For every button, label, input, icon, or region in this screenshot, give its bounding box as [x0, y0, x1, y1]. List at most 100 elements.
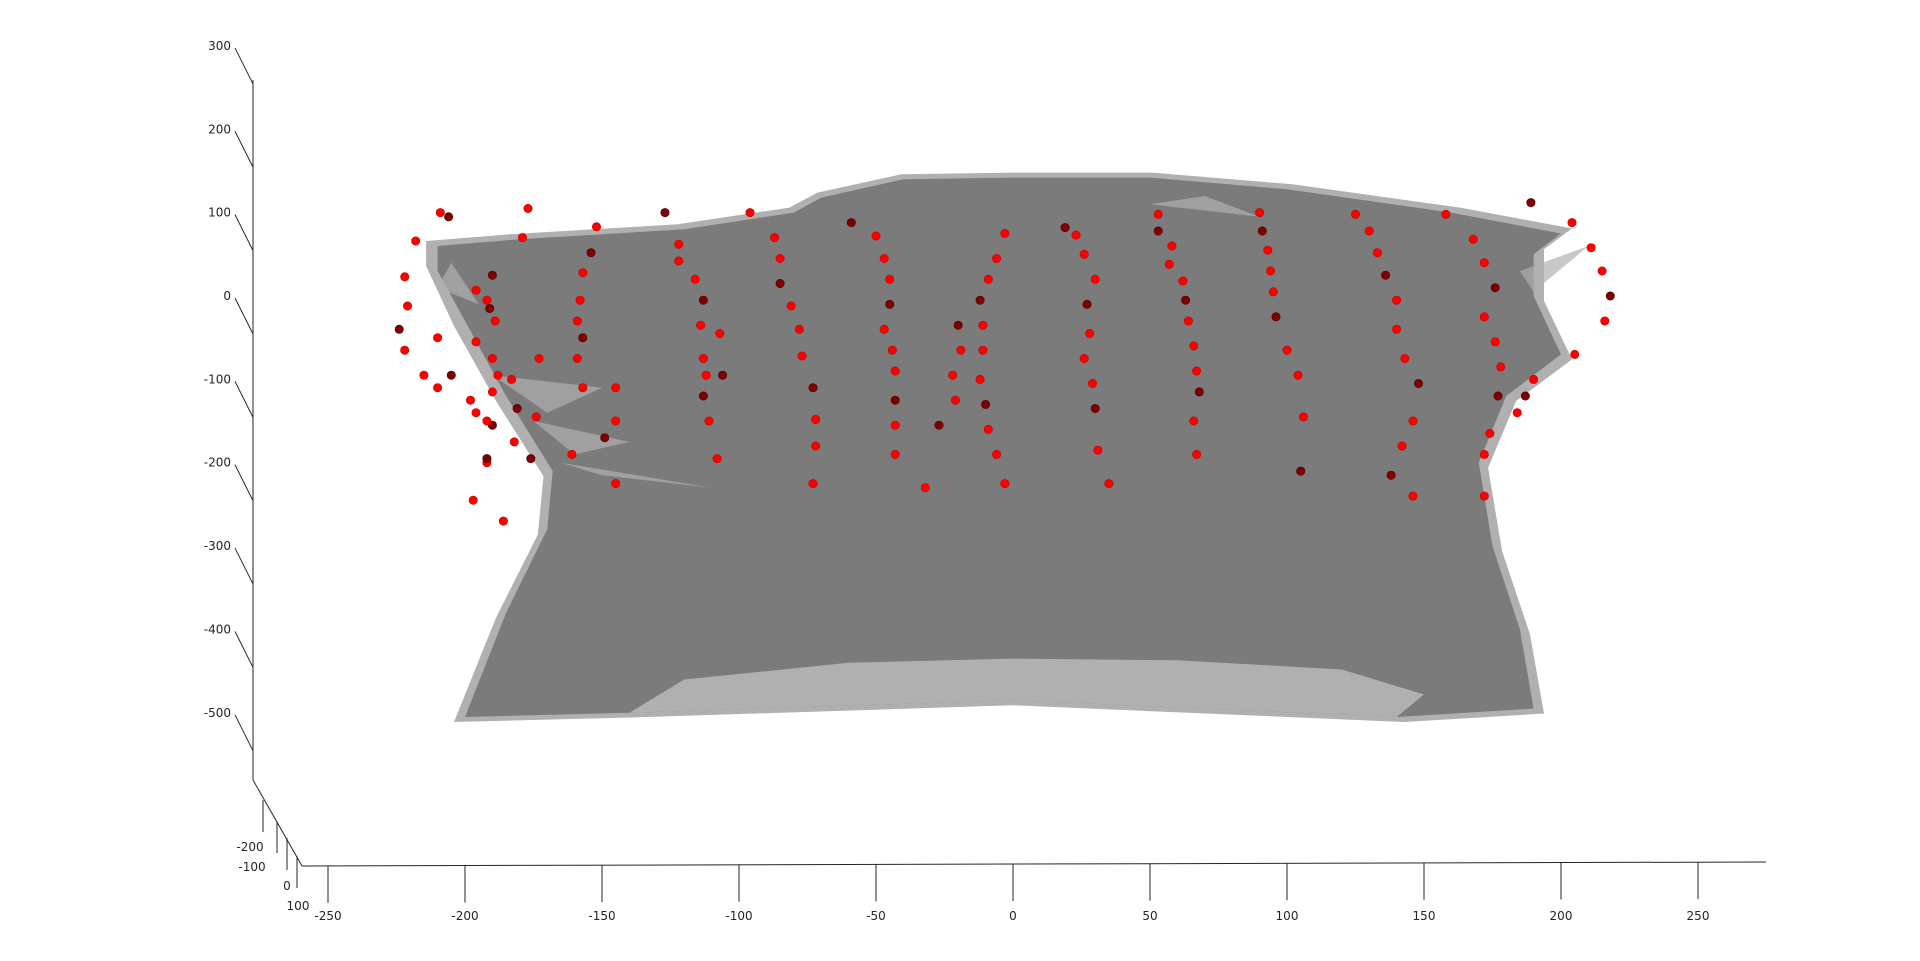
data-point: [674, 239, 684, 249]
x-tick-label: 200: [1550, 909, 1573, 923]
z-tick: [234, 131, 254, 168]
data-point: [1400, 353, 1410, 363]
data-point: [1468, 234, 1478, 244]
data-point: [890, 420, 900, 430]
data-point: [1605, 291, 1615, 301]
data-point: [402, 301, 412, 311]
data-point: [1071, 230, 1081, 240]
data-point: [1392, 324, 1402, 334]
data-point: [712, 454, 722, 464]
data-point: [1493, 391, 1503, 401]
y-tick-label: 100: [287, 899, 310, 913]
data-point: [1255, 208, 1265, 218]
data-point: [1263, 245, 1273, 255]
data-point: [1104, 479, 1114, 489]
data-point: [920, 483, 930, 493]
data-point: [482, 454, 492, 464]
data-point: [890, 366, 900, 376]
data-point: [981, 399, 991, 409]
data-point: [887, 345, 897, 355]
data-point: [975, 374, 985, 384]
data-point: [934, 420, 944, 430]
data-point: [465, 395, 475, 405]
surface-layer: [426, 172, 1589, 723]
data-point: [1397, 441, 1407, 451]
data-point: [1496, 362, 1506, 372]
data-point: [885, 299, 895, 309]
data-point: [1178, 276, 1188, 286]
y-tick-label: -100: [238, 860, 265, 874]
data-point: [433, 333, 443, 343]
x-tick-label: 150: [1413, 909, 1436, 923]
surface-underside: [629, 658, 1424, 717]
data-point: [446, 370, 456, 380]
z-tick-label: -500: [204, 706, 231, 720]
z-tick-label: 0: [223, 289, 231, 303]
data-point: [696, 320, 706, 330]
z-tick: [234, 297, 254, 335]
data-point: [591, 222, 601, 232]
data-point: [1257, 226, 1267, 236]
data-point: [992, 449, 1002, 459]
data-point: [572, 316, 582, 326]
data-point: [498, 516, 508, 526]
data-point: [1194, 387, 1204, 397]
data-point: [611, 383, 621, 393]
data-point: [1060, 223, 1070, 233]
data-point: [956, 345, 966, 355]
z-tick-label: 200: [208, 122, 231, 136]
data-point: [690, 274, 700, 284]
data-point: [482, 295, 492, 305]
data-point: [1479, 312, 1489, 322]
data-point: [1600, 316, 1610, 326]
data-point: [523, 204, 533, 214]
data-point: [950, 395, 960, 405]
x-tick-label: 100: [1276, 909, 1299, 923]
data-point: [611, 416, 621, 426]
z-tick-label: -100: [204, 372, 231, 386]
data-point: [517, 233, 527, 243]
data-point: [611, 479, 621, 489]
data-point: [1479, 258, 1489, 268]
data-point: [482, 416, 492, 426]
z-tick: [234, 714, 254, 752]
data-point: [1082, 299, 1092, 309]
data-point: [1181, 295, 1191, 305]
data-point: [490, 316, 500, 326]
data-point: [879, 324, 889, 334]
data-point: [509, 437, 519, 447]
surface-facet: [1519, 246, 1589, 292]
data-point: [485, 303, 495, 313]
data-point: [1079, 353, 1089, 363]
data-point: [487, 353, 497, 363]
surface-facet: [533, 421, 630, 455]
data-point: [471, 285, 481, 295]
data-point: [698, 391, 708, 401]
data-point: [1520, 391, 1530, 401]
z-tick-label: -200: [204, 456, 231, 470]
data-point: [674, 256, 684, 266]
data-point: [1479, 491, 1489, 501]
data-point: [1090, 274, 1100, 284]
data-point: [1000, 229, 1010, 239]
data-point: [1183, 316, 1193, 326]
data-point: [1153, 209, 1163, 219]
data-point: [794, 324, 804, 334]
data-point: [578, 268, 588, 278]
data-point: [1479, 449, 1489, 459]
data-point: [400, 272, 410, 282]
data-point: [1298, 412, 1308, 422]
data-point: [1296, 466, 1306, 476]
data-point: [786, 301, 796, 311]
data-point: [953, 320, 963, 330]
data-point: [534, 353, 544, 363]
surface-facet: [1150, 196, 1260, 217]
data-point: [600, 433, 610, 443]
data-point: [578, 383, 588, 393]
data-point: [775, 278, 785, 288]
data-point: [992, 254, 1002, 264]
data-point: [1386, 470, 1396, 480]
x-tick-label: -50: [866, 909, 886, 923]
data-point: [531, 412, 541, 422]
z-tick-label: -300: [204, 539, 231, 553]
